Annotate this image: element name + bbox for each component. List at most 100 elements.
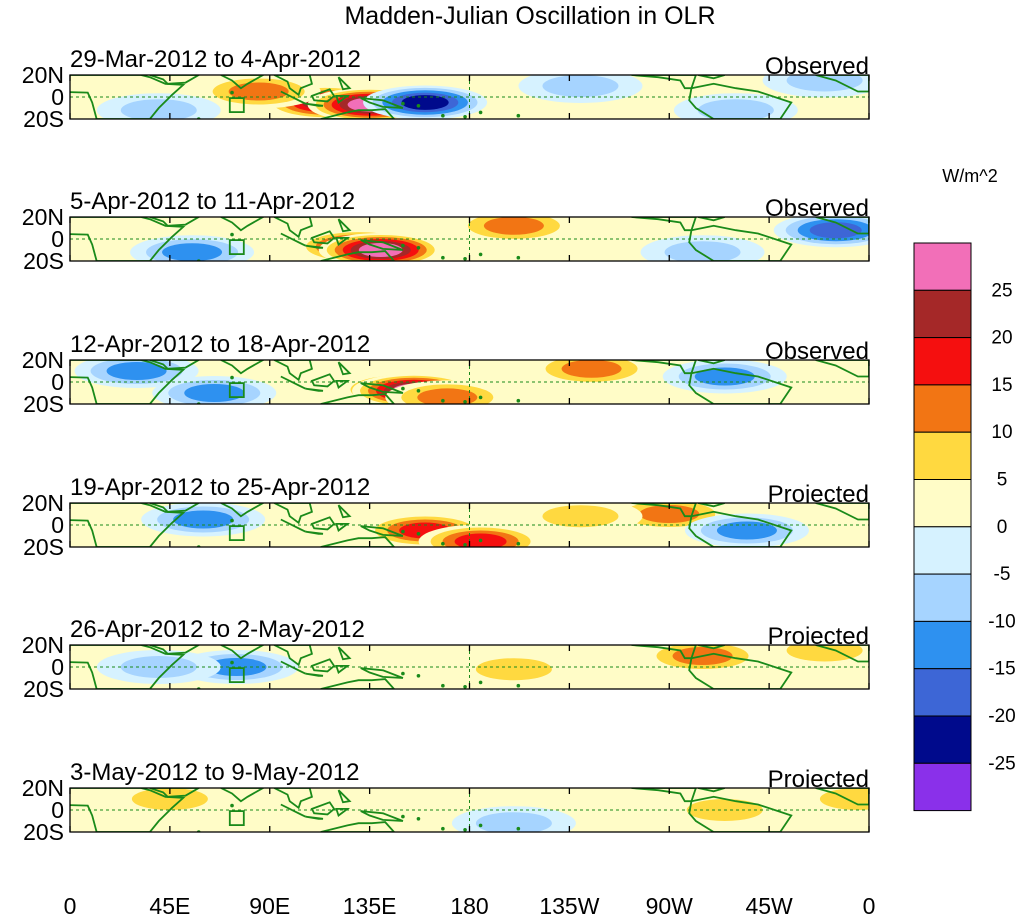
map-area: [69, 787, 870, 833]
coastline: [70, 217, 186, 261]
coastline: [360, 239, 404, 251]
island: [463, 257, 467, 261]
coastline: [320, 536, 396, 547]
anomaly-contour: [716, 521, 777, 540]
island: [401, 529, 405, 534]
island: [401, 814, 405, 819]
lon-tick-label: 45E: [149, 893, 190, 919]
anomaly-contour: [417, 388, 478, 404]
island: [230, 518, 234, 523]
island: [463, 828, 467, 832]
coastline: [273, 360, 313, 382]
lat-tick-label: 20S: [23, 391, 64, 417]
island: [230, 375, 234, 380]
map-area: [69, 644, 870, 690]
island: [416, 817, 421, 821]
coastline: [697, 645, 725, 650]
coastline: [688, 224, 793, 261]
lat-tick-label: 0: [51, 369, 64, 395]
map-area: [69, 502, 870, 548]
island: [401, 386, 405, 391]
coastline: [220, 360, 265, 375]
lon-tick-label: 90E: [249, 893, 290, 919]
anomaly-contour: [697, 99, 774, 119]
reference-box: [228, 239, 245, 256]
colorbar-label: 5: [997, 470, 1008, 491]
coastline: [149, 217, 201, 227]
lat-tick-label: 20S: [23, 819, 64, 845]
map-panel: 19-Apr-2012 to 25-Apr-2012 Projected20N02…: [22, 474, 870, 560]
colorbar-label: -25: [988, 753, 1015, 774]
coastline: [815, 75, 869, 93]
lon-tick-label: 135W: [539, 893, 599, 919]
coastline: [305, 815, 324, 820]
island: [516, 541, 521, 546]
coastline: [70, 645, 186, 689]
colorbar-swatch: [913, 384, 972, 433]
colorbar-swatch: [913, 668, 972, 717]
map-area: [69, 359, 870, 405]
coastline: [335, 807, 351, 817]
coastline: [310, 230, 336, 245]
coastline: [688, 82, 793, 119]
coastline: [273, 645, 313, 667]
coastline: [335, 236, 351, 246]
coastline: [337, 789, 352, 804]
coastline: [815, 645, 869, 663]
colorbar-label: 0: [997, 517, 1008, 538]
coastlines: [70, 788, 869, 832]
coastline: [697, 788, 725, 793]
map-panel: 12-Apr-2012 to 18-Apr-2012 Observed20N020…: [22, 331, 870, 417]
coastline: [815, 788, 869, 806]
lon-tick-label: 0: [863, 893, 876, 919]
island: [516, 255, 521, 260]
island: [478, 395, 483, 400]
island: [478, 252, 483, 257]
colorbar-label: -15: [988, 659, 1015, 680]
coastlines: [70, 217, 869, 261]
colorbar-label: 25: [991, 280, 1012, 301]
olr-field: [70, 217, 869, 261]
lat-tick-label: 20N: [22, 204, 64, 230]
coastline: [320, 250, 396, 261]
coastline: [337, 646, 352, 661]
lat-tick-label: 20N: [22, 347, 64, 373]
anomaly-contour: [120, 99, 197, 119]
island: [441, 541, 445, 546]
coastline: [280, 90, 306, 105]
island: [230, 232, 234, 237]
coastline: [335, 664, 351, 674]
island: [230, 90, 234, 95]
colorbar-swatch: [913, 715, 972, 764]
anomaly-contour: [819, 788, 869, 810]
island: [401, 671, 405, 676]
lat-tick-label: 0: [51, 654, 64, 680]
island: [516, 683, 521, 688]
island: [416, 389, 421, 393]
island: [416, 674, 421, 678]
reference-box: [228, 667, 245, 684]
lat-tick-label: 20N: [22, 62, 64, 88]
colorbar-swatch: [913, 573, 972, 622]
island: [441, 113, 445, 118]
island: [416, 532, 421, 536]
olr-field: [70, 360, 869, 404]
coastline: [305, 244, 324, 249]
island: [463, 400, 467, 404]
coastline: [631, 75, 697, 90]
coastlines: [70, 360, 869, 404]
coastline: [337, 76, 352, 91]
lat-tick-label: 20S: [23, 676, 64, 702]
colorbar-label: -10: [988, 611, 1015, 632]
colorbar-swatch: [913, 762, 972, 812]
panel-date-range: 12-Apr-2012 to 18-Apr-2012: [70, 331, 370, 358]
coastline: [70, 788, 186, 832]
coastline: [149, 503, 201, 513]
coastline: [273, 788, 313, 810]
coastlines: [70, 75, 869, 119]
panel-date-range: 26-Apr-2012 to 2-May-2012: [70, 616, 365, 643]
map-area: [69, 74, 870, 120]
panels-group: 29-Mar-2012 to 4-Apr-2012 Observed20N020S…: [22, 46, 870, 845]
